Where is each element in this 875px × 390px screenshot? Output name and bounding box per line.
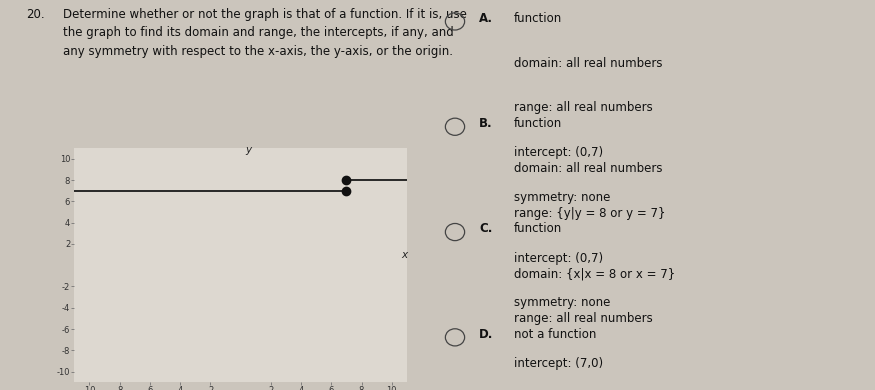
Text: range: all real numbers: range: all real numbers	[514, 101, 653, 114]
Text: x: x	[401, 250, 407, 260]
Text: intercept: (0,7): intercept: (0,7)	[514, 252, 603, 264]
Text: domain: all real numbers: domain: all real numbers	[514, 162, 662, 175]
Text: symmetry: none: symmetry: none	[514, 296, 611, 309]
Text: 20.: 20.	[26, 8, 45, 21]
Text: domain: {x|x = 8 or x = 7}: domain: {x|x = 8 or x = 7}	[514, 267, 676, 280]
Text: range: all real numbers: range: all real numbers	[514, 312, 653, 325]
Text: Determine whether or not the graph is that of a function. If it is, use
the grap: Determine whether or not the graph is th…	[63, 8, 467, 58]
Text: function: function	[514, 222, 563, 235]
Text: intercept: (0,7): intercept: (0,7)	[514, 146, 603, 159]
Text: C.: C.	[480, 222, 493, 235]
Text: intercept: (7,0): intercept: (7,0)	[514, 357, 603, 370]
Text: function: function	[514, 12, 563, 25]
Text: not a function: not a function	[514, 328, 597, 340]
Text: B.: B.	[480, 117, 493, 130]
Text: A.: A.	[480, 12, 494, 25]
Text: y: y	[245, 145, 251, 155]
Text: symmetry: none: symmetry: none	[514, 191, 611, 204]
Text: function: function	[514, 117, 563, 130]
Text: domain: all real numbers: domain: all real numbers	[514, 57, 662, 69]
Text: D.: D.	[480, 328, 494, 340]
Text: range: {y|y = 8 or y = 7}: range: {y|y = 8 or y = 7}	[514, 207, 666, 220]
